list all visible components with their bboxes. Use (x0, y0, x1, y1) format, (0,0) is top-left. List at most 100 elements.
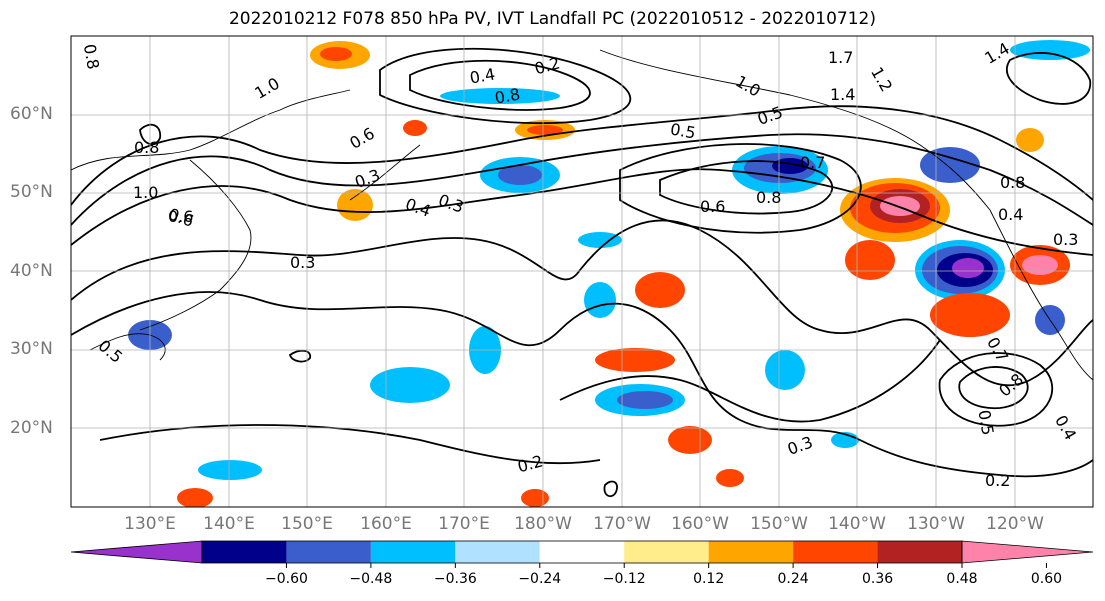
contour-line (603, 480, 618, 498)
contour-label: 0.7 (800, 153, 825, 172)
contour-line (71, 105, 1093, 206)
coastline (599, 49, 991, 211)
map-frame (70, 35, 1094, 508)
contour-label: 0.8 (134, 138, 159, 157)
colorbar-segment (624, 541, 709, 563)
anomaly-blob (177, 488, 213, 507)
lon-label-170e: 170°E (438, 514, 490, 534)
colorbar-tick-label: 0.60 (1030, 571, 1063, 587)
contour-label: 0.8 (80, 43, 103, 71)
lat-label-40n: 40°N (10, 261, 53, 281)
anomaly-blob (440, 88, 560, 104)
lon-label-170w: 170°W (593, 514, 651, 534)
contour-label: 1.0 (133, 183, 158, 202)
anomaly-blob (198, 460, 262, 480)
anomaly-blob (521, 489, 549, 507)
contour-line (619, 143, 862, 234)
colorbar-segment (202, 541, 287, 563)
anomaly-blob (337, 189, 373, 221)
anomaly-blob (403, 120, 427, 136)
anomaly-blob (952, 258, 984, 278)
anomaly-blob (584, 282, 616, 318)
colorbar-segment (793, 541, 878, 563)
contour-label: 0.5 (974, 408, 997, 436)
colorbar-tick-label: 0.12 (693, 571, 725, 587)
contour-label: 0.4 (468, 64, 496, 87)
contour-label: 1.4 (830, 85, 855, 104)
contour-label: 0.8 (493, 84, 521, 107)
colorbar-tick-label: −0.36 (433, 571, 477, 587)
contour-line (71, 291, 1093, 478)
coastline (139, 159, 252, 331)
colorbar-tick-label: 0.36 (861, 571, 894, 587)
contour-line (71, 168, 1093, 256)
contour-line (71, 133, 1093, 226)
contour-label: 0.3 (1053, 230, 1078, 249)
anomaly-blob (1022, 255, 1058, 275)
colorbar-tick-label: 0.24 (777, 571, 809, 587)
colorbar-tick-label: −0.24 (518, 571, 562, 587)
contour-line (1005, 52, 1091, 105)
coastline (989, 209, 1093, 381)
colorbar-tick-label: 0.48 (946, 571, 978, 587)
anomaly-blob (370, 367, 450, 403)
colorbar (70, 540, 1094, 568)
colorbar-tick-label: −0.12 (602, 571, 646, 587)
lat-label-20n: 20°N (10, 418, 53, 438)
lat-label-60n: 60°N (10, 104, 53, 124)
anomaly-blob (930, 293, 1010, 337)
colorbar-tick-label: −0.48 (349, 571, 393, 587)
anomaly-blob (595, 348, 675, 372)
lat-label-30n: 30°N (10, 339, 53, 359)
colorbar-tick-label: −0.60 (264, 571, 308, 587)
contour-label: 0.8 (1000, 173, 1025, 192)
anomaly-blob (716, 469, 744, 487)
lon-label-130w: 130°W (907, 514, 965, 534)
contour-line (409, 59, 591, 111)
contour-label: 0.3 (290, 253, 315, 272)
lon-label-140e: 140°E (203, 514, 255, 534)
contour-line (659, 160, 834, 215)
anomaly-blob (320, 47, 352, 61)
lon-label-140w: 140°W (828, 514, 886, 534)
contour-line (938, 352, 1054, 427)
contour-line (559, 339, 941, 423)
lon-label-180w: 180°W (514, 514, 572, 534)
lon-label-160e: 160°E (360, 514, 412, 534)
anomaly-blob (845, 240, 895, 280)
lon-label-120w: 120°W (986, 514, 1044, 534)
colorbar-max-arrow (961, 540, 1094, 564)
chart-title: 2022010212 F078 850 hPa PV, IVT Landfall… (228, 9, 876, 29)
anomaly-blob (498, 165, 542, 185)
contour-label: 0.4 (998, 205, 1023, 224)
anomaly-blob (617, 391, 673, 409)
coastline (349, 144, 421, 201)
colorbar-segment (455, 541, 540, 563)
colorbar-segment (708, 541, 794, 563)
contour-label: 1.7 (828, 48, 853, 67)
lon-label-130e: 130°E (124, 514, 176, 534)
contour-line (139, 123, 162, 145)
colorbar-segment (370, 541, 456, 563)
contour-line (958, 366, 1029, 410)
anomaly-blob (1010, 40, 1090, 60)
colorbar-segment (286, 541, 371, 563)
anomaly-blob (635, 272, 685, 308)
colorbar-segment (877, 541, 962, 563)
anomaly-blob (1016, 128, 1044, 152)
lon-label-150e: 150°E (281, 514, 333, 534)
coastline (71, 89, 351, 171)
anomaly-blob (527, 125, 563, 135)
lon-label-150w: 150°W (750, 514, 808, 534)
contour-line (288, 349, 312, 363)
lat-label-50n: 50°N (10, 182, 53, 202)
contour-label: 0.5 (669, 119, 697, 142)
anomaly-blob (668, 426, 712, 454)
lon-label-160w: 160°W (671, 514, 729, 534)
coastlines (71, 49, 1093, 381)
gridlines (71, 36, 1093, 507)
colorbar-min-arrow (70, 540, 203, 564)
contour-label: 0.8 (756, 188, 781, 207)
contour-label: 0.2 (985, 471, 1010, 490)
